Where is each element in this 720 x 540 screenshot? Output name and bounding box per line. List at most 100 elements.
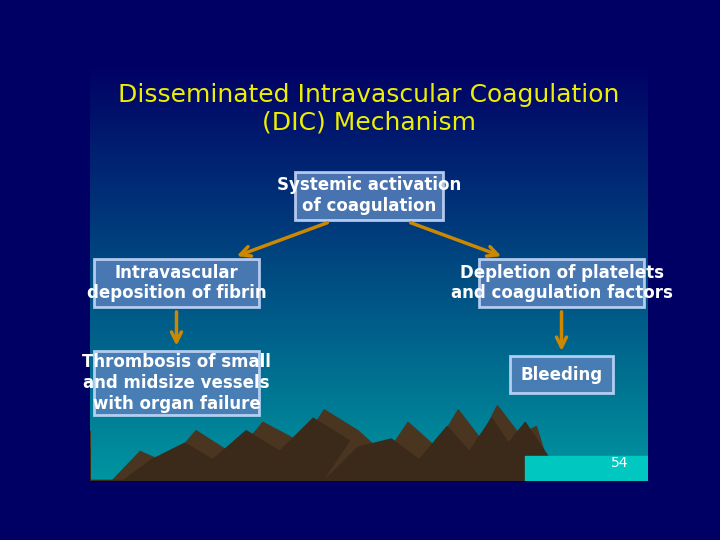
Text: Disseminated Intravascular Coagulation
(DIC) Mechanism: Disseminated Intravascular Coagulation (… xyxy=(118,83,620,134)
Bar xyxy=(90,289,648,292)
Bar xyxy=(90,412,648,414)
Bar xyxy=(90,321,648,322)
Bar xyxy=(90,449,648,451)
Bar xyxy=(90,447,648,449)
FancyBboxPatch shape xyxy=(480,259,644,307)
Bar xyxy=(90,418,648,420)
Bar xyxy=(90,373,648,375)
Bar xyxy=(90,192,648,194)
Bar xyxy=(90,414,648,416)
Bar xyxy=(90,404,648,406)
Bar xyxy=(90,464,648,466)
Bar xyxy=(90,260,648,262)
Bar xyxy=(90,150,648,152)
Bar xyxy=(90,427,648,429)
Bar xyxy=(90,304,648,306)
Bar xyxy=(90,337,648,339)
Text: Bleeding: Bleeding xyxy=(521,366,603,383)
Bar xyxy=(90,190,648,192)
Bar xyxy=(90,171,648,173)
Polygon shape xyxy=(324,418,553,481)
Bar xyxy=(90,152,648,154)
Bar xyxy=(90,133,648,136)
Bar xyxy=(90,258,648,260)
Bar xyxy=(90,287,648,289)
FancyBboxPatch shape xyxy=(94,350,258,415)
Bar xyxy=(90,335,648,337)
Bar xyxy=(90,241,648,244)
Bar xyxy=(90,121,648,123)
Bar xyxy=(90,146,648,148)
Bar xyxy=(90,366,648,368)
Bar xyxy=(90,312,648,314)
Bar xyxy=(90,295,648,298)
Bar xyxy=(90,204,648,206)
Bar xyxy=(90,92,648,94)
Bar xyxy=(90,422,648,424)
Bar xyxy=(90,451,648,454)
Bar xyxy=(90,67,648,69)
Bar xyxy=(90,125,648,127)
FancyBboxPatch shape xyxy=(510,356,613,393)
Bar xyxy=(90,239,648,241)
Bar xyxy=(90,292,648,294)
Bar xyxy=(90,194,648,196)
Bar xyxy=(90,85,648,87)
Bar xyxy=(90,474,648,476)
Bar xyxy=(90,111,648,113)
Bar xyxy=(90,235,648,238)
Bar xyxy=(90,322,648,325)
Bar xyxy=(90,175,648,177)
Bar xyxy=(90,177,648,179)
Bar xyxy=(90,348,648,349)
Bar xyxy=(90,466,648,468)
Bar xyxy=(90,254,648,256)
Bar xyxy=(90,210,648,212)
Bar xyxy=(90,360,648,362)
Bar xyxy=(90,87,648,90)
Polygon shape xyxy=(90,418,358,481)
Bar xyxy=(90,154,648,156)
Bar xyxy=(90,158,648,160)
Bar xyxy=(90,446,648,447)
Polygon shape xyxy=(90,410,358,481)
Bar xyxy=(90,443,648,446)
Bar xyxy=(90,383,648,385)
Bar xyxy=(90,302,648,304)
Polygon shape xyxy=(324,406,553,481)
Bar xyxy=(90,138,648,140)
Bar xyxy=(90,183,648,185)
Bar xyxy=(90,160,648,163)
Bar xyxy=(90,90,648,92)
Bar xyxy=(90,333,648,335)
Bar xyxy=(90,187,648,190)
Bar xyxy=(90,163,648,165)
Bar xyxy=(90,212,648,214)
Bar xyxy=(90,114,648,117)
Bar xyxy=(90,79,648,82)
Bar xyxy=(90,82,648,84)
Bar xyxy=(90,343,648,346)
Bar xyxy=(90,227,648,229)
Bar xyxy=(90,219,648,221)
Bar xyxy=(90,431,648,433)
Bar xyxy=(90,196,648,198)
Bar xyxy=(90,73,648,75)
Bar xyxy=(90,256,648,258)
Bar xyxy=(90,346,648,348)
Bar xyxy=(90,341,648,343)
Bar xyxy=(90,400,648,402)
Bar xyxy=(90,387,648,389)
Bar xyxy=(90,472,648,474)
Bar xyxy=(90,362,648,364)
Bar xyxy=(90,298,648,300)
Bar xyxy=(90,352,648,354)
Bar xyxy=(90,217,648,219)
Bar xyxy=(90,238,648,239)
Bar xyxy=(90,123,648,125)
Bar xyxy=(90,168,648,171)
Bar xyxy=(90,364,648,366)
Bar xyxy=(90,144,648,146)
Bar xyxy=(90,389,648,391)
Bar xyxy=(90,156,648,158)
